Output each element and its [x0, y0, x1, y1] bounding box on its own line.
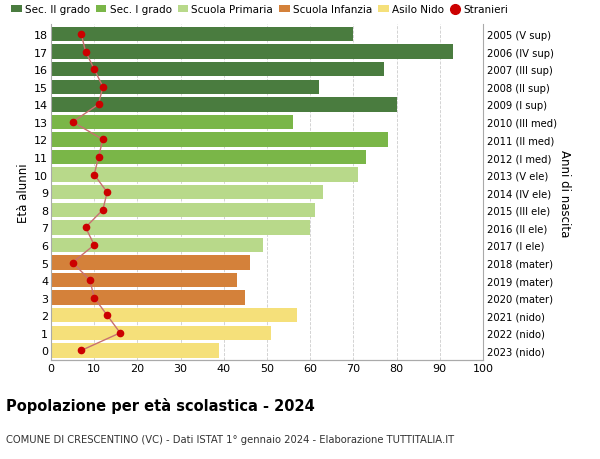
Y-axis label: Età alunni: Età alunni [17, 163, 30, 223]
Bar [51, 256, 250, 270]
Bar [51, 203, 314, 218]
Bar [51, 45, 453, 60]
Bar [51, 80, 319, 95]
Bar [51, 151, 367, 165]
Bar [51, 221, 310, 235]
Bar [51, 273, 237, 288]
Bar [51, 185, 323, 200]
Bar [51, 133, 388, 147]
Bar [51, 343, 220, 358]
Legend: Sec. II grado, Sec. I grado, Scuola Primaria, Scuola Infanzia, Asilo Nido, Stran: Sec. II grado, Sec. I grado, Scuola Prim… [11, 5, 509, 15]
Bar [51, 326, 271, 340]
Text: Popolazione per età scolastica - 2024: Popolazione per età scolastica - 2024 [6, 397, 315, 413]
Text: COMUNE DI CRESCENTINO (VC) - Dati ISTAT 1° gennaio 2024 - Elaborazione TUTTITALI: COMUNE DI CRESCENTINO (VC) - Dati ISTAT … [6, 434, 454, 444]
Bar [51, 308, 297, 323]
Bar [51, 238, 263, 252]
Bar [51, 115, 293, 130]
Bar [51, 98, 397, 112]
Bar [51, 63, 383, 77]
Bar [51, 28, 353, 42]
Y-axis label: Anni di nascita: Anni di nascita [558, 149, 571, 236]
Bar [51, 291, 245, 305]
Bar [51, 168, 358, 182]
